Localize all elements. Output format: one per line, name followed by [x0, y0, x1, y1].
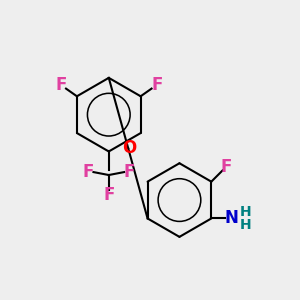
Text: F: F	[103, 186, 115, 204]
Text: F: F	[151, 76, 163, 94]
Text: N: N	[225, 209, 239, 227]
Text: F: F	[82, 163, 94, 181]
Text: O: O	[122, 139, 137, 157]
Text: F: F	[124, 163, 135, 181]
Text: F: F	[55, 76, 66, 94]
Text: H: H	[240, 205, 252, 219]
Text: F: F	[220, 158, 232, 176]
Text: H: H	[240, 218, 252, 232]
